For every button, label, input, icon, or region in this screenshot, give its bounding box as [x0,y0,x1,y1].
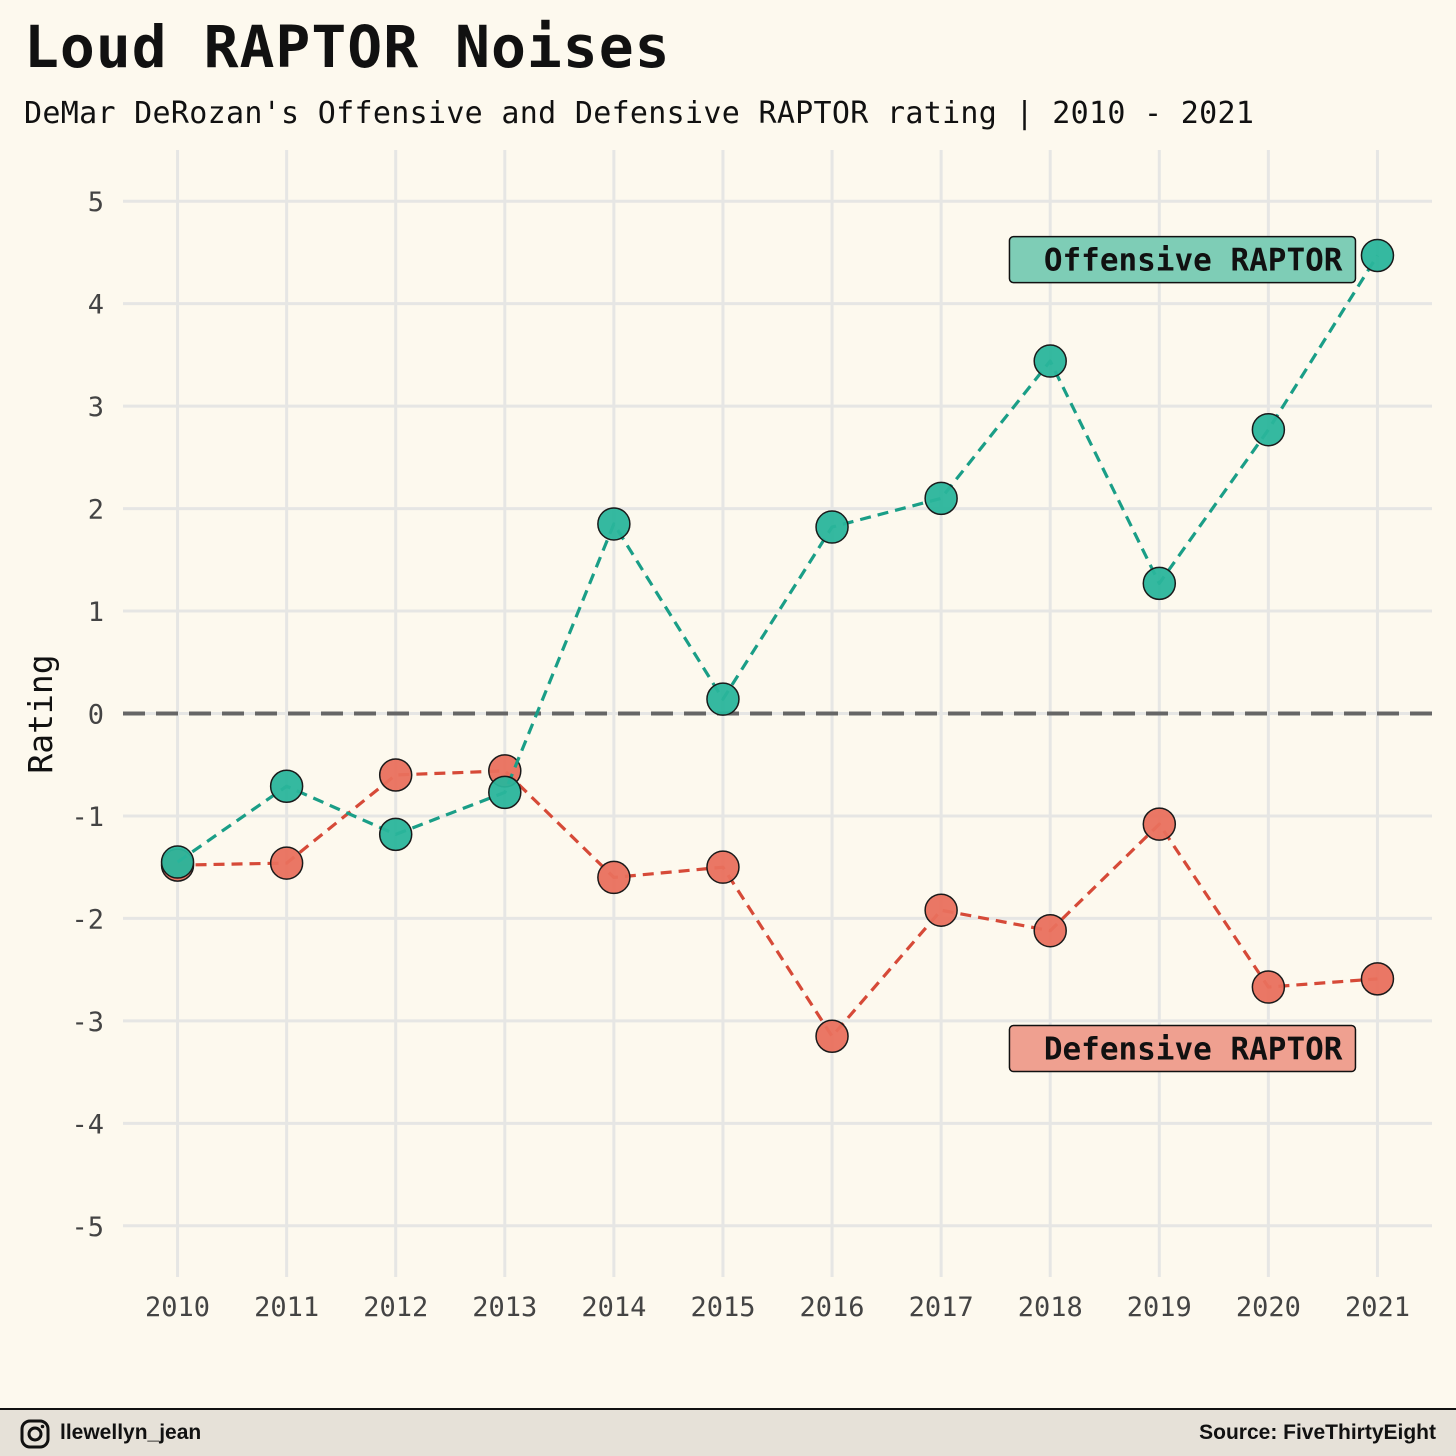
defensive-raptor-point-2020 [1251,970,1286,1004]
footer-bar: llewellyn_jean Source: FiveThirtyEight [0,1408,1456,1456]
author-handle: llewellyn_jean [60,1421,202,1444]
offensive-raptor-point-2020 [1251,412,1286,447]
offensive-raptor-point-2014 [597,507,631,541]
offensive-raptor-label-box [1008,235,1357,284]
offensive-raptor-point-2018 [1033,344,1067,378]
y-tick-label-5: 5 [88,187,104,218]
offensive-raptor-point-2016 [815,510,849,544]
offensive-raptor-point-2012 [378,817,413,852]
instagram-icon [20,1419,50,1449]
offensive-raptor-point-2017 [924,481,958,516]
y-tick-label-4: 4 [88,290,104,321]
y-tick-label-3: 3 [88,392,104,423]
y-tick-label--2: -2 [71,904,104,935]
source-credit: Source: FiveThirtyEight [1199,1421,1436,1444]
defensive-raptor-point-2019 [1142,807,1177,841]
x-tick-label-2010: 2010 [145,1292,210,1323]
x-tick-label-2011: 2011 [254,1292,319,1323]
x-tick-label-2016: 2016 [800,1292,865,1323]
y-tick-label--1: -1 [71,802,104,833]
defensive-raptor-label: Defensive RAPTOR [1044,1032,1343,1068]
defensive-raptor-line [177,769,1378,1038]
offensive-raptor-point-2013 [488,775,522,810]
x-axis-tick-labels: 2010 2011 2012 2013 2014 2015 2016 2017 2018 2019… [145,1292,1410,1323]
offensive-raptor-point-2010 [160,845,195,879]
defensive-raptor-point-2017 [924,893,958,927]
x-tick-label-2015: 2015 [690,1292,755,1323]
defensive-raptor-point-2018 [1033,913,1067,948]
offensive-raptor-line [176,254,1379,864]
y-tick-label-2: 2 [88,495,104,526]
defensive-raptor-point-2021 [1360,962,1395,996]
x-tick-label-2014: 2014 [581,1292,646,1323]
x-tick-label-2021: 2021 [1345,1292,1410,1323]
offensive-raptor-point-2015 [706,682,740,716]
offensive-raptor-point-2011 [269,769,304,803]
series-annotations: Offensive RAPTOR Defensive RAPTOR [1008,235,1357,1073]
defensive-raptor-point-2011 [269,846,304,880]
offensive-raptor-label: Offensive RAPTOR [1044,243,1343,279]
series-layer [160,238,1395,1053]
chart-title: Loud RAPTOR Noises [24,13,671,81]
y-tick-label--4: -4 [71,1109,104,1140]
offensive-raptor-point-2019 [1142,566,1177,601]
chart-subtitle: DeMar DeRozan's Offensive and Defensive … [24,96,1255,131]
defensive-raptor-point-2015 [706,850,740,884]
x-tick-label-2013: 2013 [472,1292,537,1323]
defensive-raptor-point-2016 [815,1019,849,1053]
y-axis-label: Rating [21,654,60,773]
y-tick-label-0: 0 [88,700,104,731]
x-tick-label-2017: 2017 [909,1292,974,1323]
defensive-raptor-point-2014 [597,860,631,895]
y-tick-label-1: 1 [88,597,104,628]
x-tick-label-2018: 2018 [1018,1292,1083,1323]
y-axis-tick-labels: -5 -4 -3 -2 -1 0 1 2 3 4 5 [71,187,104,1243]
y-tick-label--5: -5 [71,1212,104,1243]
y-tick-label--3: -3 [71,1007,104,1038]
defensive-raptor-point-2012 [378,758,413,792]
offensive-raptor-point-2021 [1360,238,1395,273]
defensive-raptor-label-box [1008,1024,1357,1073]
x-tick-label-2012: 2012 [363,1292,428,1323]
x-tick-label-2020: 2020 [1236,1292,1301,1323]
x-tick-label-2019: 2019 [1127,1292,1192,1323]
